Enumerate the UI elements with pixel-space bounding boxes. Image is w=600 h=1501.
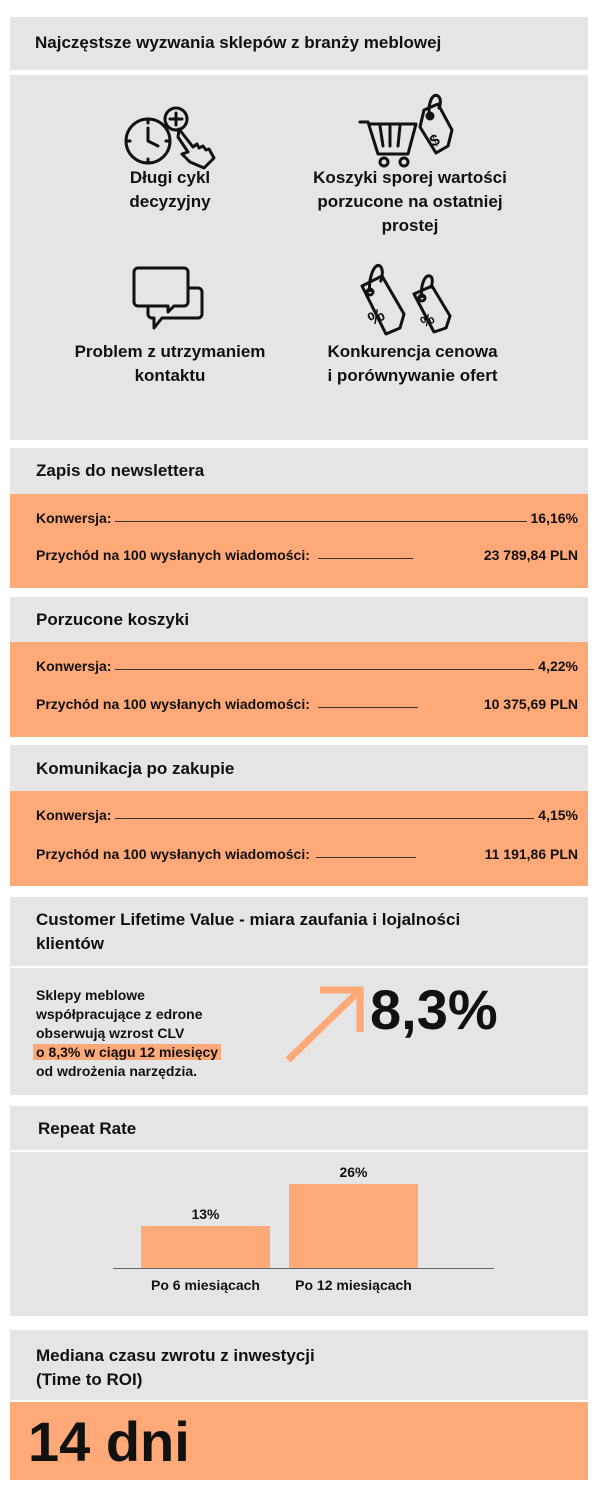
conversion-row: Konwersja: 4,22% bbox=[36, 658, 578, 674]
text-line: od wdrożenia narzędzia. bbox=[36, 1063, 198, 1079]
conversion-row: Konwersja: 4,15% bbox=[36, 807, 578, 823]
challenge-4: Konkurencja cenowa i porównywanie ofert bbox=[290, 340, 535, 388]
challenge-line: prostej bbox=[381, 216, 439, 235]
title-line: Mediana czasu zwrotu z inwestycji bbox=[36, 1346, 315, 1365]
challenge-line: Koszyki sporej wartości bbox=[313, 168, 507, 187]
leader-line bbox=[317, 707, 418, 708]
challenge-line: Problem z utrzymaniem bbox=[74, 342, 266, 361]
svg-text:%: % bbox=[365, 304, 388, 329]
discount-tags-icon: % % bbox=[360, 263, 452, 336]
svg-text:$: $ bbox=[427, 132, 442, 151]
revenue-row: Przychód na 100 wysłanych wiadomości: 23 … bbox=[36, 547, 578, 563]
repeat-rate-title: Repeat Rate bbox=[38, 1119, 137, 1138]
challenge-line: i porównywanie ofert bbox=[327, 366, 498, 385]
clv-description: Sklepy meblowe współpracujące z edrone o… bbox=[33, 986, 222, 1081]
value: 4,15% bbox=[538, 807, 578, 823]
value: 4,22% bbox=[538, 658, 578, 674]
arrow-up-right-icon bbox=[285, 986, 364, 1063]
challenge-line: Długi cykl bbox=[129, 168, 211, 187]
label: Konwersja: bbox=[36, 807, 112, 823]
label: Konwersja: bbox=[36, 658, 112, 674]
clv-panel bbox=[10, 968, 588, 1095]
leader-line bbox=[317, 558, 413, 559]
page-title: Najczęstsze wyzwania sklepów z branży me… bbox=[35, 33, 442, 52]
bar bbox=[289, 1184, 418, 1268]
highlighted-text: o 8,3% w ciągu 12 miesięcy bbox=[33, 1044, 222, 1060]
section-title: Porzucone koszyki bbox=[36, 610, 190, 629]
challenge-line: porzucone na ostatniej bbox=[317, 192, 503, 211]
svg-text:%: % bbox=[418, 310, 437, 331]
category-label: Po 12 miesiącach bbox=[295, 1277, 412, 1293]
leader-line bbox=[115, 818, 535, 819]
section-title: Zapis do newslettera bbox=[36, 461, 205, 480]
revenue-row: Przychód na 100 wysłanych wiadomości: 11 … bbox=[36, 846, 578, 862]
challenge-3: Problem z utrzymaniem kontaktu bbox=[50, 340, 290, 388]
post-purchase-header bbox=[10, 745, 588, 791]
value: 10 375,69 PLN bbox=[483, 696, 578, 712]
challenge-2: Koszyki sporej wartości porzucone na ost… bbox=[280, 166, 540, 238]
leader-line bbox=[315, 857, 416, 858]
clv-header bbox=[10, 897, 588, 966]
challenge-line: Konkurencja cenowa bbox=[327, 342, 498, 361]
label: Przychód na 100 wysłanych wiadomości: bbox=[36, 696, 310, 712]
x-axis-line bbox=[113, 1268, 494, 1269]
challenge-1: Długi cykl decyzyjny bbox=[80, 166, 260, 214]
title-header: Najczęstsze wyzwania sklepów z branży me… bbox=[10, 17, 588, 70]
label: Przychód na 100 wysłanych wiadomości: bbox=[36, 547, 310, 563]
label: Przychód na 100 wysłanych wiadomości: bbox=[36, 846, 310, 862]
value: 16,16% bbox=[530, 510, 578, 526]
challenges-panel bbox=[10, 75, 588, 440]
text-line: obserwują wzrost CLV bbox=[36, 1025, 185, 1041]
bar-value-label: 26% bbox=[339, 1164, 368, 1180]
abandoned-cart-stats bbox=[10, 642, 588, 737]
text-line: współpracujące z edrone bbox=[36, 1006, 203, 1022]
chat-bubbles-icon bbox=[132, 266, 204, 330]
revenue-row: Przychód na 100 wysłanych wiadomości: 10 … bbox=[36, 696, 578, 712]
clv-value: 8,3% bbox=[370, 978, 498, 1041]
category-label: Po 6 miesiącach bbox=[151, 1277, 260, 1293]
challenge-line: decyzyjny bbox=[129, 192, 211, 211]
conversion-row: Konwersja: 16,16% bbox=[36, 510, 578, 526]
challenge-line: kontaktu bbox=[134, 366, 206, 385]
value: 11 191,86 PLN bbox=[484, 846, 578, 862]
clv-title: Customer Lifetime Value - miara zaufania… bbox=[36, 908, 460, 956]
abandoned-cart-header bbox=[10, 597, 588, 642]
newsletter-header bbox=[10, 448, 588, 494]
roi-value-panel bbox=[10, 1402, 588, 1480]
roi-title: Mediana czasu zwrotu z inwestycji (Time … bbox=[36, 1344, 315, 1392]
roi-value: 14 dni bbox=[28, 1410, 190, 1473]
section-title: Komunikacja po zakupie bbox=[36, 759, 235, 778]
leader-line bbox=[115, 669, 535, 670]
bar bbox=[141, 1226, 270, 1268]
cart-price-tag-icon: $ bbox=[358, 93, 454, 168]
title-line: Customer Lifetime Value - miara zaufania… bbox=[36, 910, 461, 929]
value: 23 789,84 PLN bbox=[483, 547, 578, 563]
title-line: (Time to ROI) bbox=[36, 1370, 143, 1389]
repeat-rate-header bbox=[10, 1106, 588, 1150]
title-line: klientów bbox=[36, 934, 105, 953]
clock-hand-icon bbox=[124, 106, 216, 170]
newsletter-stats bbox=[10, 494, 588, 588]
text-line: Sklepy meblowe bbox=[36, 987, 145, 1003]
label: Konwersja: bbox=[36, 510, 112, 526]
roi-header bbox=[10, 1330, 588, 1400]
bar-value-label: 13% bbox=[191, 1206, 220, 1222]
leader-line bbox=[115, 521, 527, 522]
post-purchase-stats bbox=[10, 791, 588, 886]
